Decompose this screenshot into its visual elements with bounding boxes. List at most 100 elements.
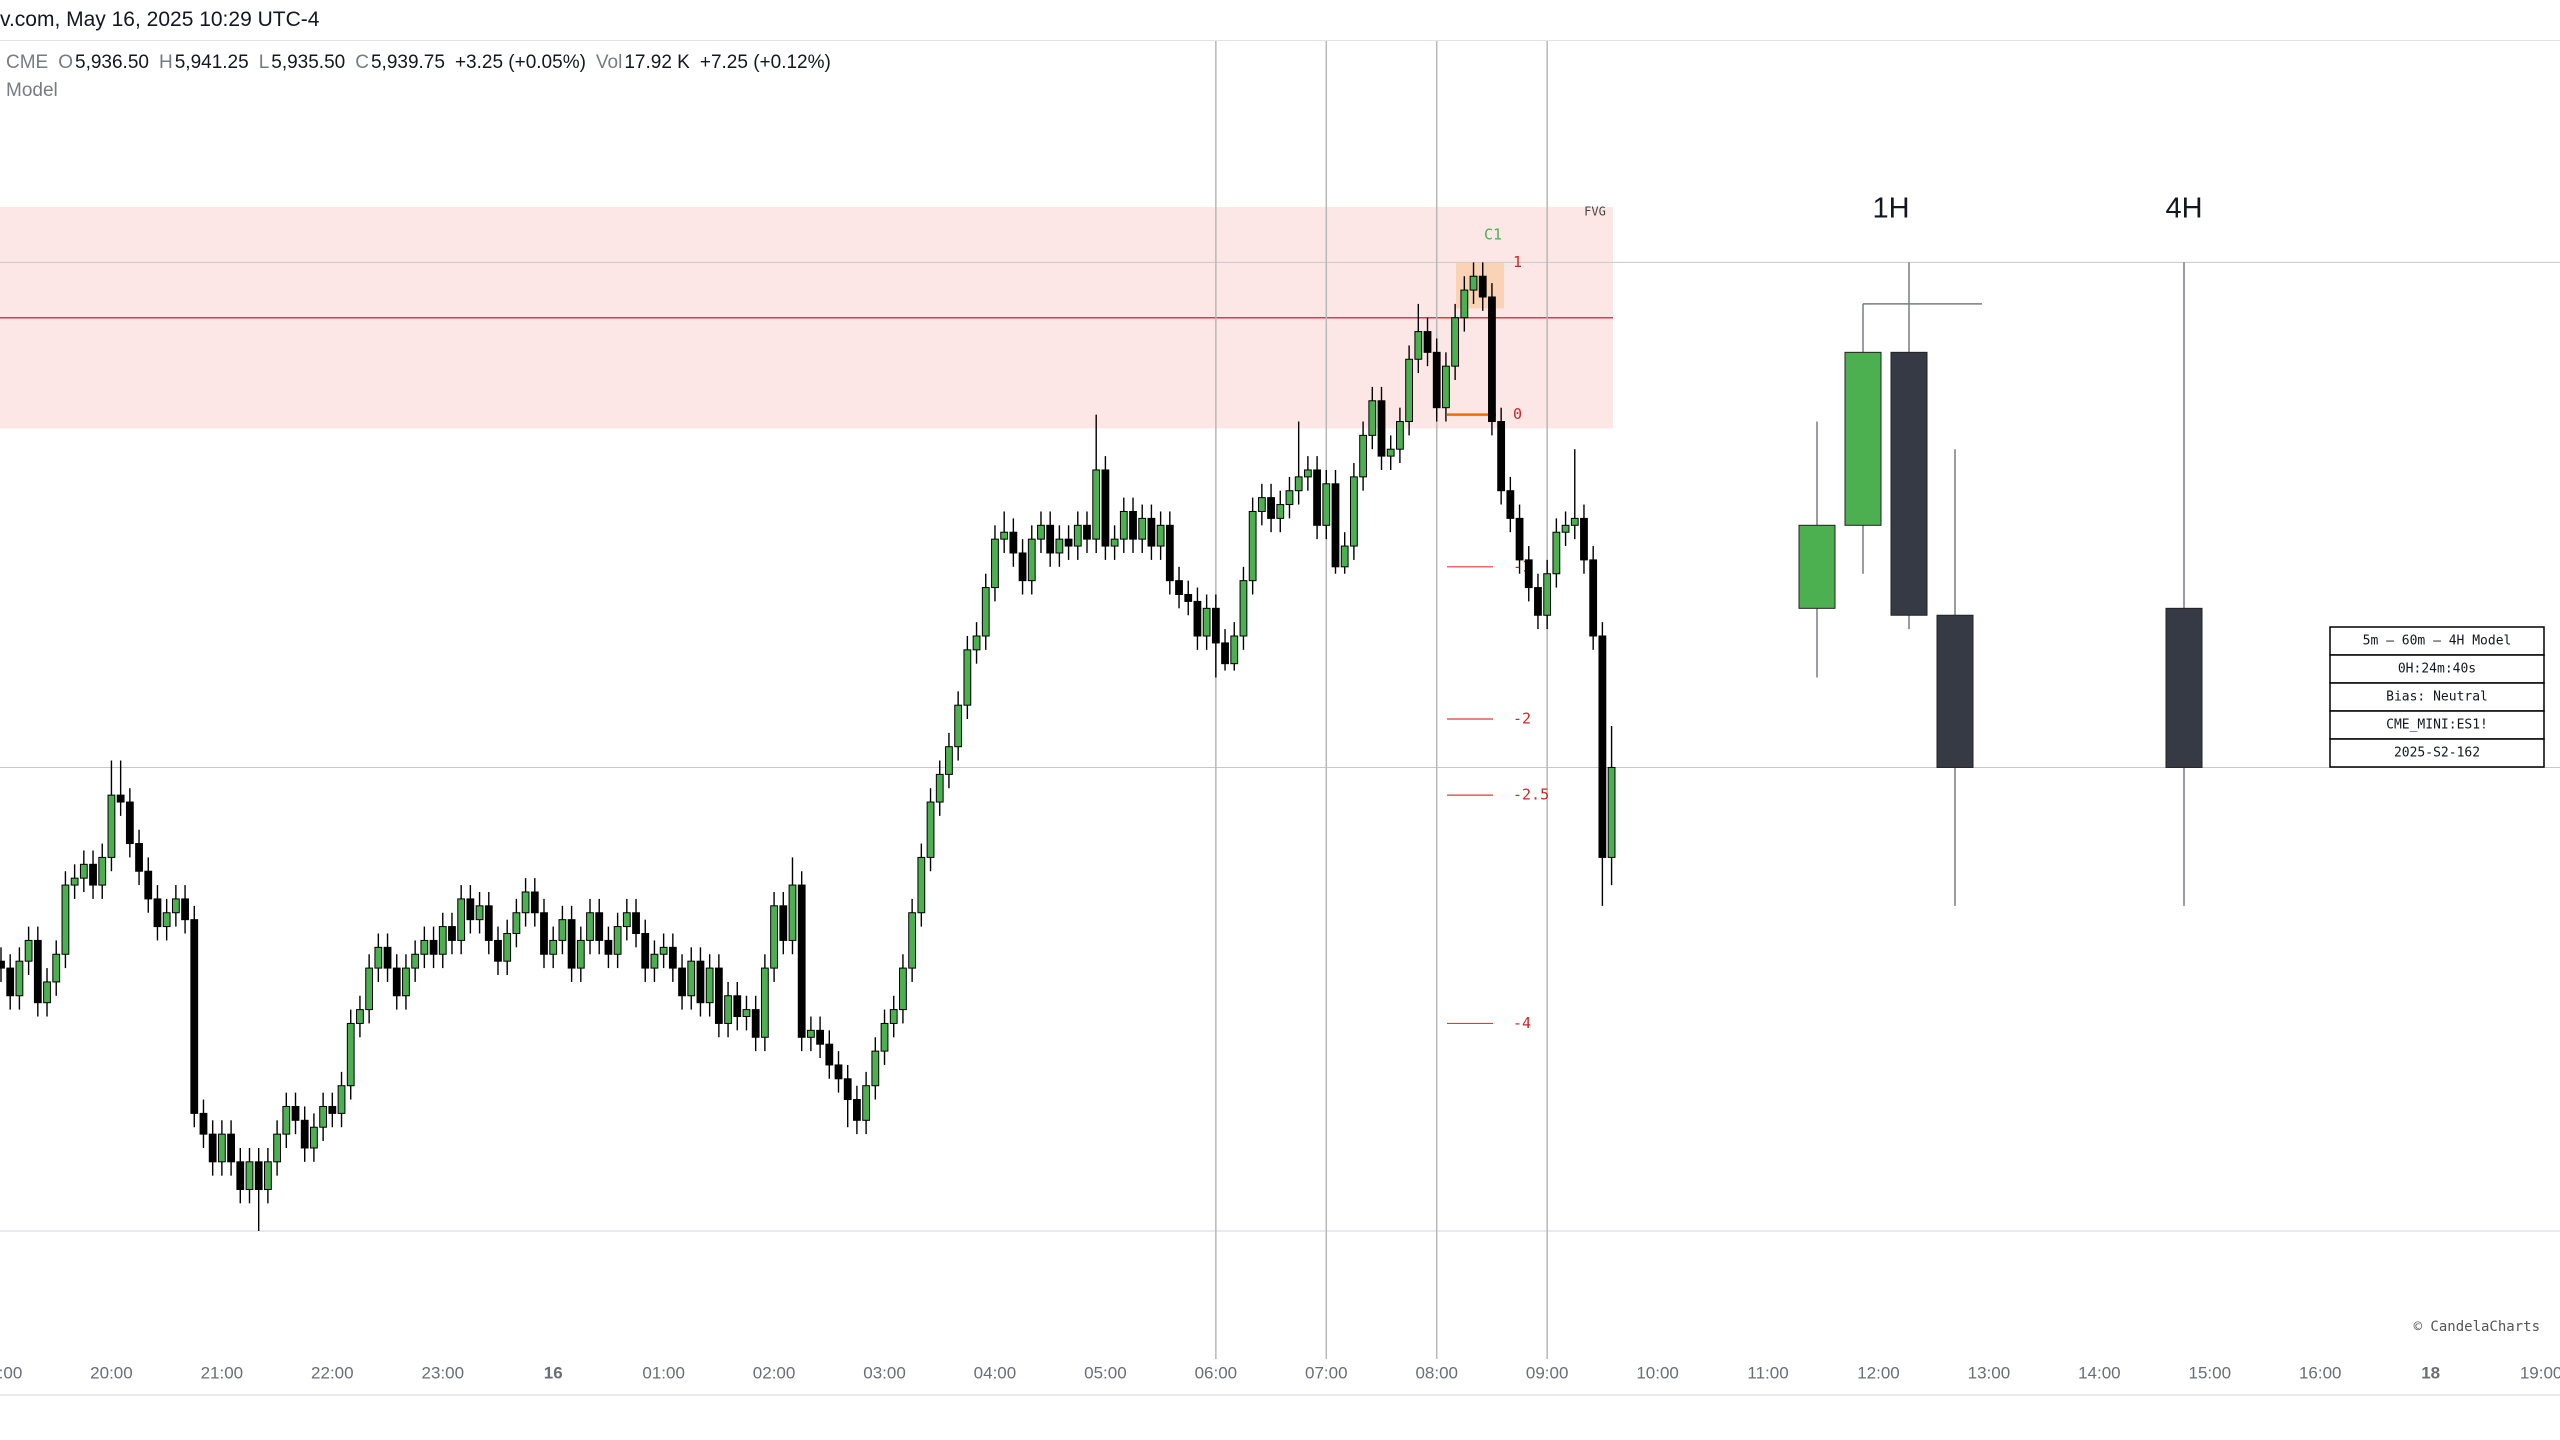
candle-body	[33, 939, 42, 1004]
candle-body	[1469, 275, 1478, 291]
candle-body	[43, 981, 51, 1004]
candle-body	[668, 946, 677, 969]
candle-body	[733, 995, 742, 1018]
x-tick-label: 09:00	[1526, 1363, 1569, 1382]
c1-label: C1	[1484, 226, 1502, 244]
candle-body	[254, 1161, 263, 1190]
candle-body	[558, 919, 567, 941]
candle-body	[862, 1085, 871, 1121]
candle-body	[374, 946, 383, 969]
htf-body	[1798, 524, 1836, 609]
candle-body	[1018, 552, 1027, 582]
candle-body	[107, 794, 116, 858]
candle-body	[1313, 469, 1321, 526]
candle-body	[1165, 524, 1174, 582]
candle-body	[199, 1112, 208, 1135]
candle-body	[273, 1133, 282, 1163]
candle-body	[227, 1133, 235, 1163]
candle-body	[981, 587, 990, 637]
candle-body	[236, 1161, 245, 1190]
candle-body	[954, 704, 963, 748]
candle-body	[512, 912, 521, 935]
watermark: © CandelaCharts	[2414, 1319, 2540, 1335]
x-tick-label: 02:00	[753, 1363, 796, 1382]
candle-body	[751, 1009, 760, 1038]
candle-body	[1156, 524, 1165, 547]
table-cell	[2329, 654, 2545, 684]
candle-body	[1414, 331, 1423, 360]
candle-body	[1147, 517, 1156, 547]
table-text: CME_MINI:ES1!	[2386, 718, 2488, 733]
candle-body	[438, 926, 447, 955]
x-tick-label: 19:00	[2520, 1363, 2560, 1382]
candle-body	[70, 877, 79, 886]
exchange: CME	[6, 52, 49, 73]
candle-body	[190, 919, 199, 1114]
candle-body	[659, 946, 668, 955]
candle-body	[144, 870, 153, 900]
x-tick-label: 16:00	[2299, 1363, 2342, 1382]
candle-body	[89, 863, 97, 886]
candle-body	[1202, 607, 1211, 637]
source: v.com, May 16, 2025 10:29 UTC-4	[0, 8, 320, 31]
c-label: C	[355, 52, 369, 73]
candle-body	[208, 1133, 217, 1163]
x-tick-label: 04:00	[974, 1363, 1017, 1382]
candle-body	[1349, 476, 1358, 547]
htf-label: 1H	[1872, 193, 1909, 225]
candle-body	[448, 926, 456, 941]
candle-body	[576, 939, 585, 969]
htf-body	[1936, 614, 1974, 768]
candle-body	[61, 884, 70, 955]
candle-body	[742, 1009, 751, 1018]
candle-body	[1092, 469, 1101, 540]
h-label: H	[158, 52, 173, 73]
x-tick-label: 18	[2421, 1363, 2440, 1382]
candle-body	[1101, 469, 1110, 547]
candle-body	[530, 891, 539, 914]
candle-body	[1359, 434, 1367, 478]
candle-body	[346, 1022, 355, 1087]
candle-body	[714, 967, 723, 1024]
candle-body	[788, 884, 797, 941]
o-label: O	[58, 52, 74, 73]
candle-body	[1377, 400, 1386, 457]
table-text: 0H:24m:40s	[2398, 662, 2476, 677]
candle-body	[457, 898, 466, 941]
candle-body	[337, 1085, 346, 1114]
x-tick-label: 11:00	[1747, 1363, 1788, 1382]
candle-body	[1442, 365, 1450, 409]
candle-body	[319, 1105, 328, 1128]
candle-body	[880, 1022, 889, 1052]
candle-body	[392, 967, 401, 997]
candle-body	[282, 1105, 291, 1135]
candle-body	[356, 1009, 364, 1024]
candle-body	[899, 967, 907, 1011]
candle-body	[1267, 497, 1275, 519]
htf-label: 4H	[2165, 193, 2202, 225]
candle-body	[1285, 490, 1294, 506]
candle-body	[365, 967, 374, 1011]
legend: CME O 5,936.50 H 5,941.25 L 5,935.50 C 5,939.75 +…	[6, 52, 833, 74]
candle-body	[825, 1043, 834, 1066]
candle-body	[650, 953, 659, 969]
candle-body	[1129, 510, 1137, 540]
candle-body	[1331, 483, 1340, 568]
candle-body	[705, 967, 714, 1004]
candle-body	[1506, 490, 1515, 519]
candle-body	[1405, 358, 1414, 423]
c-value: 5,939.75	[370, 52, 445, 73]
candle-body	[622, 912, 631, 928]
candle-body	[1423, 331, 1432, 353]
candle-body	[1368, 400, 1377, 436]
x-tick-label: 15:00	[2189, 1363, 2232, 1382]
candle-body	[1110, 538, 1119, 547]
candle-body	[291, 1105, 300, 1121]
candle-body	[843, 1078, 852, 1101]
candle-body	[1009, 531, 1018, 554]
candle-body	[1460, 289, 1469, 319]
candle-body	[153, 898, 162, 928]
candle-body	[24, 939, 33, 962]
candle-body	[171, 898, 180, 914]
candle-body	[1276, 504, 1285, 519]
